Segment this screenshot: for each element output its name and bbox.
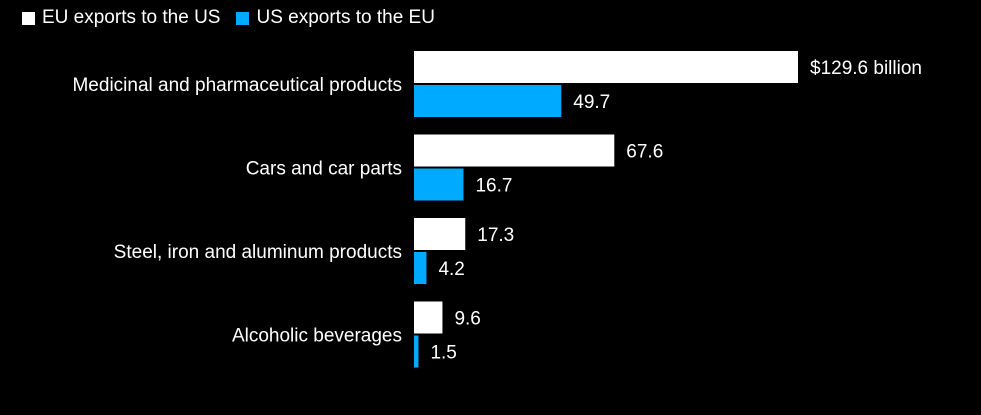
bar-us-cars-and-car-parts <box>414 168 464 201</box>
category-label-alcoholic-beverages: Alcoholic beverages <box>232 326 402 347</box>
data-label-eu-steel-iron-and-aluminum-products: 17.3 <box>477 225 514 246</box>
legend-item-us: US exports to the EU <box>236 7 435 29</box>
data-label-eu-alcoholic-beverages: 9.6 <box>454 309 480 330</box>
bar-us-medicinal-and-pharmaceutical-products <box>414 85 562 117</box>
legend-swatch-us <box>236 11 250 25</box>
legend-swatch-eu <box>22 11 35 25</box>
bar-eu-alcoholic-beverages <box>414 301 443 334</box>
data-label-us-alcoholic-beverages: 1.5 <box>430 343 456 364</box>
legend-item-eu: EU exports to the US <box>22 7 220 29</box>
bar-eu-cars-and-car-parts <box>414 134 615 167</box>
legend-label-us: US exports to the EU <box>256 7 435 28</box>
data-label-eu-cars-and-car-parts: 67.6 <box>626 142 663 163</box>
category-label-medicinal-and-pharmaceutical-products: Medicinal and pharmaceutical products <box>72 75 402 96</box>
category-label-steel-iron-and-aluminum-products: Steel, iron and aluminum products <box>114 242 402 263</box>
bar-eu-steel-iron-and-aluminum-products <box>414 218 466 250</box>
data-label-eu-medicinal-and-pharmaceutical-products: $129.6 billion <box>810 58 922 79</box>
legend: EU exports to the US US exports to the E… <box>22 6 451 30</box>
data-label-us-steel-iron-and-aluminum-products: 4.2 <box>438 259 464 280</box>
bar-us-alcoholic-beverages <box>414 335 419 368</box>
bar-us-steel-iron-and-aluminum-products <box>414 252 427 284</box>
data-label-us-cars-and-car-parts: 16.7 <box>475 176 512 197</box>
category-label-cars-and-car-parts: Cars and car parts <box>246 159 402 180</box>
data-label-us-medicinal-and-pharmaceutical-products: 49.7 <box>573 92 610 113</box>
bar-eu-medicinal-and-pharmaceutical-products <box>414 51 798 83</box>
legend-label-eu: EU exports to the US <box>42 7 221 28</box>
